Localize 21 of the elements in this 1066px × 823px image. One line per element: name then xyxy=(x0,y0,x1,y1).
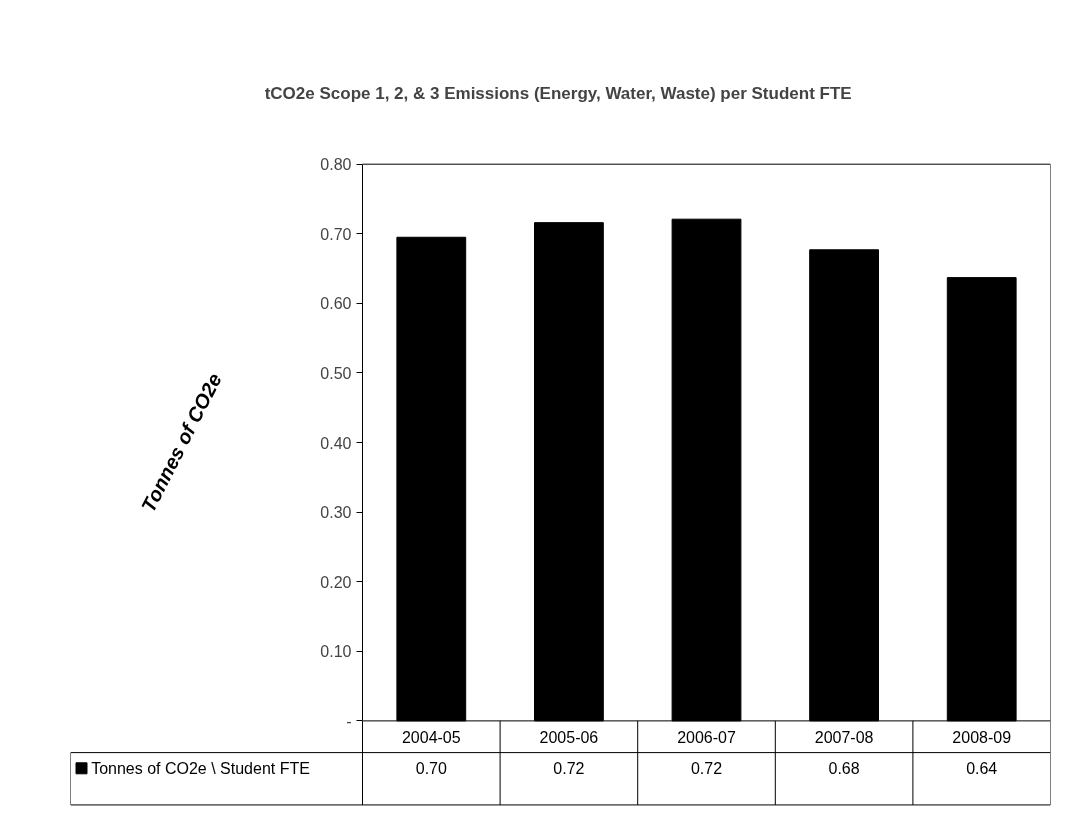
y-tick-label: 0.40 xyxy=(320,434,352,452)
x-tick-label: 2007-08 xyxy=(814,728,874,746)
y-tick-label: 0.60 xyxy=(320,295,352,313)
y-tick-label: 0.20 xyxy=(320,573,352,591)
data-label: 0.68 xyxy=(828,760,860,778)
data-label: 0.72 xyxy=(690,760,723,778)
data-label: 0.70 xyxy=(415,760,447,778)
x-tick-label: 2006-07 xyxy=(677,728,736,746)
x-tick-label: 2005-06 xyxy=(539,728,599,746)
x-tick-label: 2008-09 xyxy=(952,728,1012,746)
x-tick-label: 2004-05 xyxy=(401,728,461,746)
y-tick-label: 0.10 xyxy=(320,643,352,661)
chart-title: tCO2e Scope 1, 2, & 3 Emissions (Energy, Water, Waste) per Student FTE xyxy=(264,83,852,103)
y-tick-label: - xyxy=(346,712,352,730)
y-tick-label: 0.30 xyxy=(320,504,352,522)
legend-label: Tonnes of CO2e \ Student FTE xyxy=(91,759,310,777)
data-label: 0.72 xyxy=(553,760,585,778)
y-tick-label: 0.70 xyxy=(320,225,352,243)
y-tick-label: 0.80 xyxy=(320,156,352,174)
data-label: 0.64 xyxy=(966,760,998,778)
y-tick-label: 0.50 xyxy=(320,364,352,382)
